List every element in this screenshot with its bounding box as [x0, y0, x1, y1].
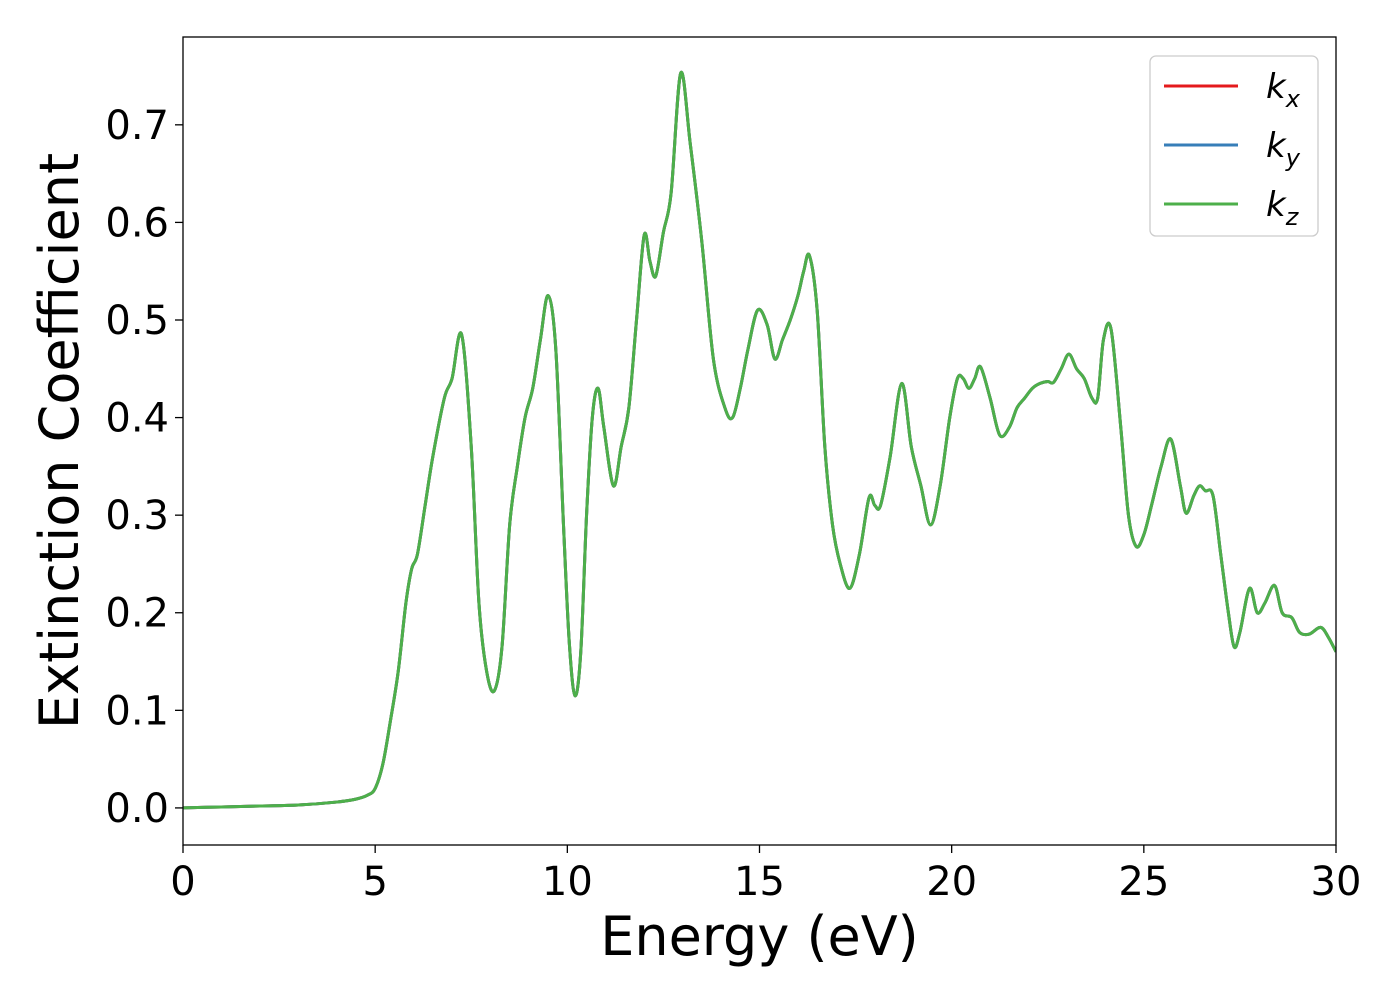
y-tick-label: 0.0 [105, 786, 169, 832]
x-tick-label: 20 [926, 859, 977, 905]
legend-label: kx [1266, 67, 1301, 113]
x-tick-label: 0 [170, 859, 195, 905]
y-tick-label: 0.5 [105, 298, 169, 344]
series-line-kz [183, 70, 1336, 810]
y-axis-label: Extinction Coefficient [28, 153, 91, 729]
x-tick-label: 15 [734, 859, 785, 905]
y-tick-label: 0.2 [105, 591, 169, 637]
legend-item-ky: ky [1164, 126, 1301, 172]
y-tick-label: 0.3 [105, 493, 169, 539]
x-tick-label: 5 [362, 859, 387, 905]
y-axis-ticks: 0.0 0.1 0.2 0.3 0.4 0.5 0.6 0.7 [105, 103, 183, 832]
y-tick-label: 0.1 [105, 688, 169, 734]
x-axis-ticks: 0 5 10 15 20 25 30 [170, 845, 1361, 905]
x-axis-label: Energy (eV) [600, 905, 919, 968]
legend-label: ky [1266, 126, 1301, 172]
x-tick-label: 25 [1118, 859, 1169, 905]
y-tick-label: 0.7 [105, 103, 169, 149]
legend-item-kx: kx [1164, 67, 1301, 113]
x-tick-label: 30 [1311, 859, 1362, 905]
legend-label: kz [1266, 185, 1300, 231]
series-layer [183, 70, 1336, 810]
legend-item-kz: kz [1164, 185, 1300, 231]
legend: kx ky kz [1149, 55, 1319, 237]
x-tick-label: 10 [542, 859, 593, 905]
y-tick-label: 0.6 [105, 200, 169, 246]
y-tick-label: 0.4 [105, 396, 169, 442]
